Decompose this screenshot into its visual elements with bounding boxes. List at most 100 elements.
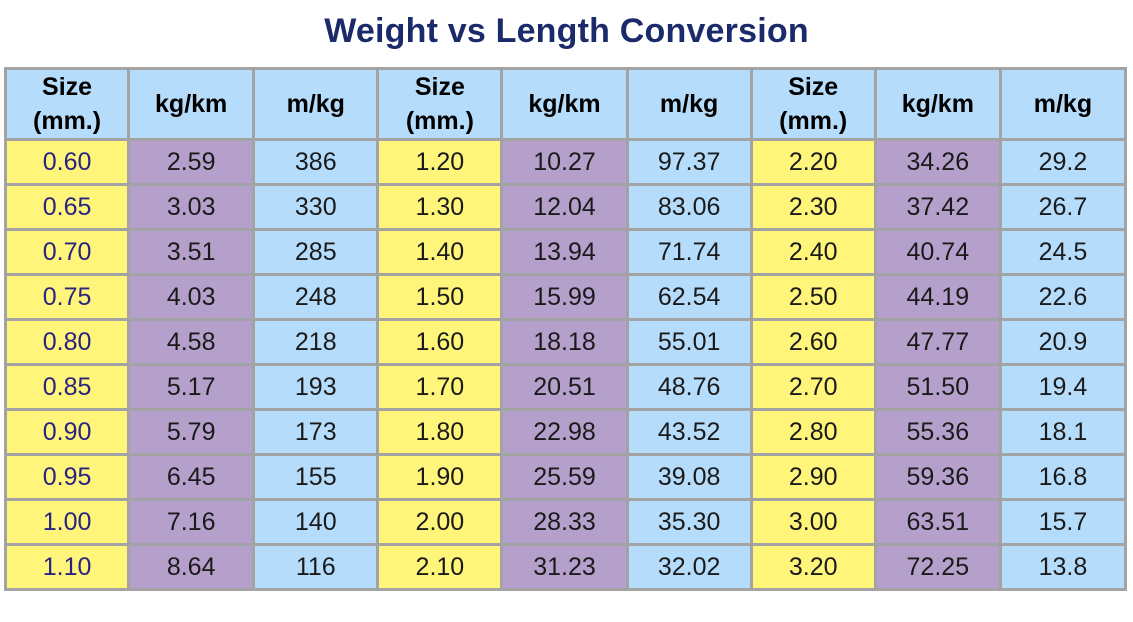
kgkm-cell: 37.42 (873, 183, 1002, 231)
mkg-cell: 155 (252, 453, 380, 501)
size-cell: 3.20 (749, 543, 877, 591)
mkg-cell: 55.01 (625, 318, 753, 366)
kgkm-cell: 34.26 (873, 138, 1002, 186)
mkg-cell: 13.8 (998, 543, 1128, 591)
size-cell: 1.00 (3, 498, 131, 546)
size-header-2: Size (mm.) (376, 67, 504, 141)
size-cell: 0.60 (3, 138, 131, 186)
mkg-cell: 71.74 (625, 228, 753, 276)
mkg-cell: 330 (252, 183, 380, 231)
size-cell: 2.80 (749, 408, 877, 456)
table-row: 1.00 7.16 140 2.00 28.33 35.30 3.00 63.51 15.7 (3, 498, 1128, 546)
mkg-cell: 83.06 (625, 183, 753, 231)
mkg-header-1: m/kg (252, 67, 380, 141)
mkg-cell: 386 (252, 138, 380, 186)
kgkm-cell: 10.27 (500, 138, 629, 186)
kgkm-cell: 3.03 (127, 183, 256, 231)
mkg-cell: 22.6 (998, 273, 1128, 321)
conversion-table: Size (mm.) kg/km m/kg Size (mm.) kg/km m/kg Size… (3, 67, 1128, 591)
size-cell: 1.90 (376, 453, 504, 501)
kgkm-cell: 40.74 (873, 228, 1002, 276)
table-row: 0.65 3.03 330 1.30 12.04 83.06 2.30 37.42 26.7 (3, 183, 1128, 231)
size-header-3: Size (mm.) (749, 67, 877, 141)
mkg-cell: 20.9 (998, 318, 1128, 366)
kgkm-cell: 6.45 (127, 453, 256, 501)
table-row: 0.90 5.79 173 1.80 22.98 43.52 2.80 55.36 18.1 (3, 408, 1128, 456)
size-cell: 2.10 (376, 543, 504, 591)
table-row: 0.85 5.17 193 1.70 20.51 48.76 2.70 51.50 19.4 (3, 363, 1128, 411)
size-cell: 0.90 (3, 408, 131, 456)
size-cell: 2.20 (749, 138, 877, 186)
kgkm-header-2: kg/km (500, 67, 629, 141)
kgkm-cell: 20.51 (500, 363, 629, 411)
kgkm-cell: 12.04 (500, 183, 629, 231)
mkg-cell: 15.7 (998, 498, 1128, 546)
size-cell: 1.60 (376, 318, 504, 366)
kgkm-header-3: kg/km (873, 67, 1002, 141)
mkg-cell: 193 (252, 363, 380, 411)
kgkm-cell: 63.51 (873, 498, 1002, 546)
kgkm-cell: 22.98 (500, 408, 629, 456)
mkg-cell: 32.02 (625, 543, 753, 591)
size-cell: 0.95 (3, 453, 131, 501)
size-header-1: Size (mm.) (3, 67, 131, 141)
size-cell: 2.50 (749, 273, 877, 321)
kgkm-cell: 7.16 (127, 498, 256, 546)
mkg-header-2: m/kg (625, 67, 753, 141)
kgkm-cell: 28.33 (500, 498, 629, 546)
size-cell: 0.65 (3, 183, 131, 231)
table-row: 0.60 2.59 386 1.20 10.27 97.37 2.20 34.26 29.2 (3, 138, 1128, 186)
kgkm-cell: 4.03 (127, 273, 256, 321)
size-cell: 2.70 (749, 363, 877, 411)
mkg-cell: 43.52 (625, 408, 753, 456)
size-cell: 1.10 (3, 543, 131, 591)
kgkm-cell: 51.50 (873, 363, 1002, 411)
header-row: Size (mm.) kg/km m/kg Size (mm.) kg/km m/kg Size… (3, 67, 1128, 141)
mkg-cell: 35.30 (625, 498, 753, 546)
kgkm-cell: 44.19 (873, 273, 1002, 321)
kgkm-cell: 3.51 (127, 228, 256, 276)
kgkm-cell: 59.36 (873, 453, 1002, 501)
kgkm-cell: 25.59 (500, 453, 629, 501)
kgkm-cell: 5.17 (127, 363, 256, 411)
mkg-cell: 48.76 (625, 363, 753, 411)
table-row: 0.70 3.51 285 1.40 13.94 71.74 2.40 40.74 24.5 (3, 228, 1128, 276)
mkg-cell: 285 (252, 228, 380, 276)
kgkm-cell: 55.36 (873, 408, 1002, 456)
size-cell: 3.00 (749, 498, 877, 546)
size-cell: 2.60 (749, 318, 877, 366)
mkg-cell: 116 (252, 543, 380, 591)
page-title: Weight vs Length Conversion (324, 12, 809, 50)
kgkm-cell: 18.18 (500, 318, 629, 366)
kgkm-header-1: kg/km (127, 67, 256, 141)
mkg-cell: 39.08 (625, 453, 753, 501)
size-cell: 2.00 (376, 498, 504, 546)
kgkm-cell: 2.59 (127, 138, 256, 186)
mkg-cell: 62.54 (625, 273, 753, 321)
kgkm-cell: 4.58 (127, 318, 256, 366)
mkg-cell: 29.2 (998, 138, 1128, 186)
size-cell: 1.70 (376, 363, 504, 411)
mkg-cell: 18.1 (998, 408, 1128, 456)
size-cell: 2.90 (749, 453, 877, 501)
size-cell: 0.75 (3, 273, 131, 321)
kgkm-cell: 15.99 (500, 273, 629, 321)
table-row: 0.80 4.58 218 1.60 18.18 55.01 2.60 47.77 20.9 (3, 318, 1128, 366)
size-cell: 2.30 (749, 183, 877, 231)
mkg-cell: 173 (252, 408, 380, 456)
size-cell: 1.30 (376, 183, 504, 231)
size-cell: 1.20 (376, 138, 504, 186)
size-cell: 1.40 (376, 228, 504, 276)
mkg-cell: 24.5 (998, 228, 1128, 276)
kgkm-cell: 13.94 (500, 228, 629, 276)
size-cell: 1.50 (376, 273, 504, 321)
kgkm-cell: 8.64 (127, 543, 256, 591)
size-cell: 0.70 (3, 228, 131, 276)
mkg-cell: 140 (252, 498, 380, 546)
kgkm-cell: 72.25 (873, 543, 1002, 591)
kgkm-cell: 5.79 (127, 408, 256, 456)
size-cell: 1.80 (376, 408, 504, 456)
kgkm-cell: 31.23 (500, 543, 629, 591)
mkg-cell: 218 (252, 318, 380, 366)
mkg-cell: 97.37 (625, 138, 753, 186)
